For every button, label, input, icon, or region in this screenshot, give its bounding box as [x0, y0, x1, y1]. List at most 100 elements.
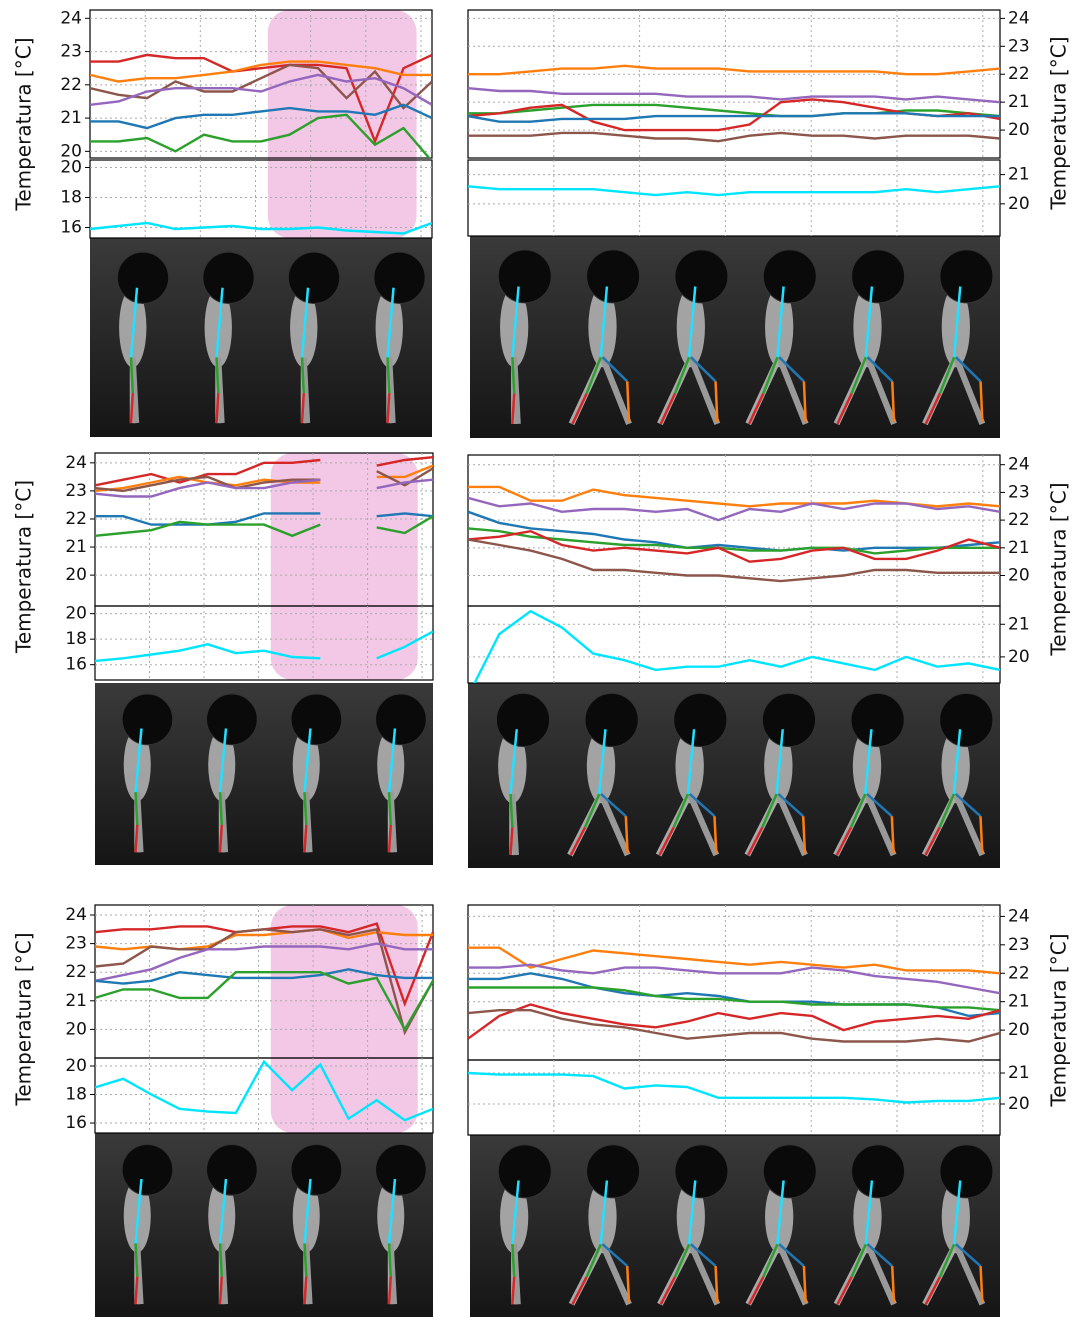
- axes-frame: [94, 1057, 434, 1134]
- skeleton-spine: [215, 287, 224, 358]
- skeleton-thigh: [303, 792, 308, 826]
- y-tick-label: 22: [1008, 510, 1030, 530]
- skeleton-spine: [129, 287, 139, 358]
- skeleton-shin: [511, 1276, 516, 1305]
- barbell-plate: [673, 692, 728, 748]
- skeleton-shin: [924, 1276, 942, 1305]
- skeleton-spine: [597, 729, 607, 795]
- highlight-region: [270, 453, 418, 680]
- skeleton-shin: [509, 827, 514, 856]
- y-tick-label: 20: [1008, 1094, 1030, 1114]
- skeleton-thigh: [386, 357, 391, 394]
- skeleton-shin: [802, 381, 807, 422]
- y-tick-label: 21: [65, 537, 87, 557]
- y-tick-label: 24: [1008, 455, 1030, 475]
- series-line: [468, 496, 1000, 522]
- skeleton-shin: [511, 393, 516, 424]
- skeleton-shin: [571, 393, 588, 425]
- barbell-plate: [586, 1144, 641, 1199]
- y-tick-label: 23: [1008, 935, 1030, 955]
- barbell-plate: [290, 693, 343, 746]
- skeleton-thigh: [762, 356, 779, 395]
- skeleton-shin: [625, 1265, 631, 1303]
- y-tick-label: 20: [1008, 120, 1030, 140]
- skeleton-spine: [303, 1178, 312, 1244]
- barbell-plate: [497, 249, 552, 304]
- skeleton-shin: [747, 826, 764, 856]
- y-axis-label: Temperatura [°C]: [12, 37, 36, 211]
- y-tick-label: 20: [60, 141, 82, 161]
- skeleton-thigh: [850, 356, 867, 395]
- athlete-leg: [218, 1243, 229, 1305]
- barbell-plate: [586, 249, 641, 304]
- skeleton-spine: [134, 728, 143, 793]
- athlete-leg: [688, 1242, 721, 1306]
- series-line: [468, 1003, 1000, 1040]
- skeleton-shin: [979, 1265, 984, 1303]
- skeleton-shin: [714, 1265, 719, 1303]
- skeleton-thigh: [688, 793, 716, 818]
- athlete-leg: [776, 1242, 809, 1306]
- skeleton-thigh: [689, 356, 717, 383]
- athlete-leg: [303, 792, 313, 853]
- series-line: [90, 60, 432, 83]
- skeleton-thigh: [511, 357, 516, 394]
- series-line: [468, 963, 1000, 995]
- skeleton-spine: [599, 286, 609, 358]
- athlete-leg: [864, 1242, 897, 1306]
- athlete-leg: [599, 1242, 632, 1306]
- athlete-leg: [129, 357, 140, 424]
- series-line: [468, 538, 1000, 583]
- series-line: [95, 456, 433, 487]
- athlete-leg: [509, 793, 519, 856]
- skeleton-spine: [863, 729, 873, 795]
- skeleton-spine: [134, 1178, 143, 1244]
- skeleton-thigh: [954, 793, 982, 818]
- series-line: [468, 986, 1000, 1012]
- athlete-leg: [775, 792, 808, 857]
- skeleton-thigh: [762, 1243, 779, 1278]
- y-tick-label: 21: [1008, 1063, 1030, 1083]
- barbell-plate: [121, 693, 174, 746]
- skeleton-thigh: [134, 1243, 139, 1277]
- skeleton-spine: [387, 1178, 397, 1244]
- y-axis-label: Temperatura [°C]: [1047, 36, 1071, 210]
- skeleton-spine: [952, 1180, 962, 1245]
- series-line: [95, 942, 433, 982]
- skeleton-shin: [218, 824, 223, 853]
- skeleton-thigh: [129, 357, 134, 394]
- axes-frame: [89, 9, 433, 159]
- barbell-plate: [206, 1143, 258, 1196]
- skeleton-thigh: [866, 1243, 894, 1267]
- skeleton-spine: [776, 286, 785, 358]
- athlete-leg: [776, 356, 809, 426]
- skeleton-shin: [659, 393, 677, 425]
- skeleton-thigh: [849, 793, 867, 828]
- photo-strip: [470, 1135, 1000, 1317]
- series-line: [468, 185, 1000, 197]
- skeleton-shin: [714, 381, 719, 422]
- skeleton-thigh: [303, 1243, 308, 1277]
- series-line: [95, 467, 433, 493]
- skeleton-shin: [979, 381, 984, 422]
- barbell-plate: [939, 1144, 994, 1199]
- skeleton-shin: [134, 824, 139, 853]
- y-tick-label: 20: [1008, 194, 1030, 214]
- y-axis-label: Temperatura [°C]: [1047, 933, 1071, 1107]
- skeleton-thigh: [215, 357, 220, 394]
- series-line: [90, 53, 432, 145]
- skeleton-thigh: [387, 1243, 392, 1277]
- athlete-leg: [598, 792, 631, 857]
- axes-frame: [467, 1059, 1001, 1136]
- skeleton-thigh: [585, 1243, 602, 1278]
- skeleton-thigh: [954, 356, 982, 383]
- highlight-region: [270, 905, 418, 1133]
- athlete-leg: [300, 357, 311, 424]
- skeleton-shin: [387, 824, 392, 853]
- axes-frame: [89, 159, 433, 239]
- series-line: [468, 527, 1000, 555]
- series-line: [90, 103, 432, 130]
- athlete-leg: [953, 1242, 986, 1306]
- barbell-plate: [674, 1144, 729, 1199]
